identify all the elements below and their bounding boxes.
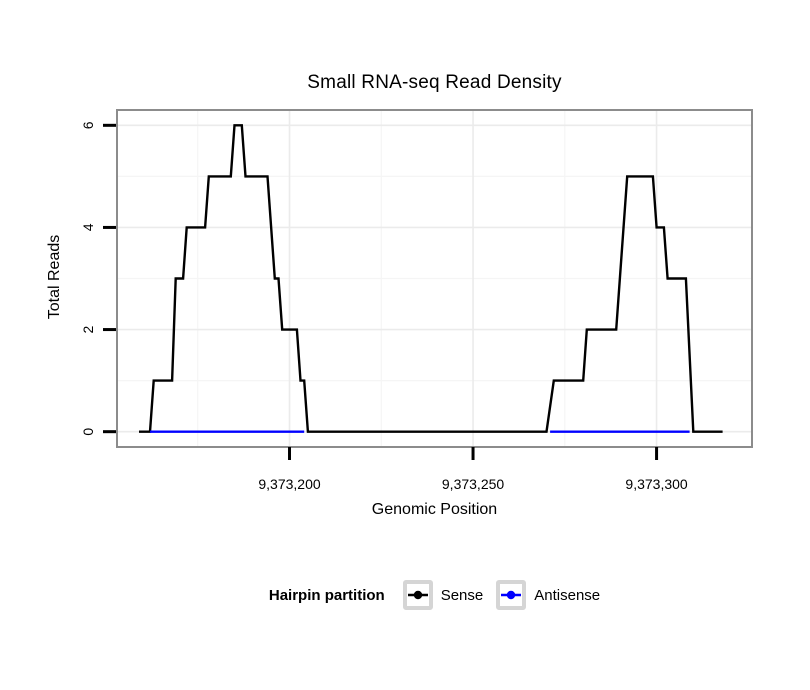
y-tick-label: 2 xyxy=(80,325,96,333)
legend-entry-sense: Sense xyxy=(402,580,484,610)
x-tick-label: 9,373,250 xyxy=(442,476,504,492)
x-tick-label: 9,373,200 xyxy=(258,476,320,492)
y-tick-label: 6 xyxy=(80,121,96,129)
x-axis-title: Genomic Position xyxy=(371,501,498,518)
y-tick-label: 0 xyxy=(80,428,96,436)
chart-title: Small RNA-seq Read Density xyxy=(307,72,562,93)
antisense-line-key-icon xyxy=(496,580,527,610)
series-line-sense xyxy=(139,124,723,433)
x-tick-label: 9,373,300 xyxy=(625,476,687,492)
legend-label-antisense: Antisense xyxy=(534,586,601,604)
y-tick-label: 4 xyxy=(80,223,96,231)
legend-title: Hairpin partition xyxy=(268,586,385,604)
legend-entry-antisense: Antisense xyxy=(496,580,600,610)
legend: Hairpin partition Sense Antisense xyxy=(117,577,752,613)
sense-line-key-icon xyxy=(402,580,433,610)
legend-label-sense: Sense xyxy=(440,586,484,604)
panel-border xyxy=(116,109,753,448)
